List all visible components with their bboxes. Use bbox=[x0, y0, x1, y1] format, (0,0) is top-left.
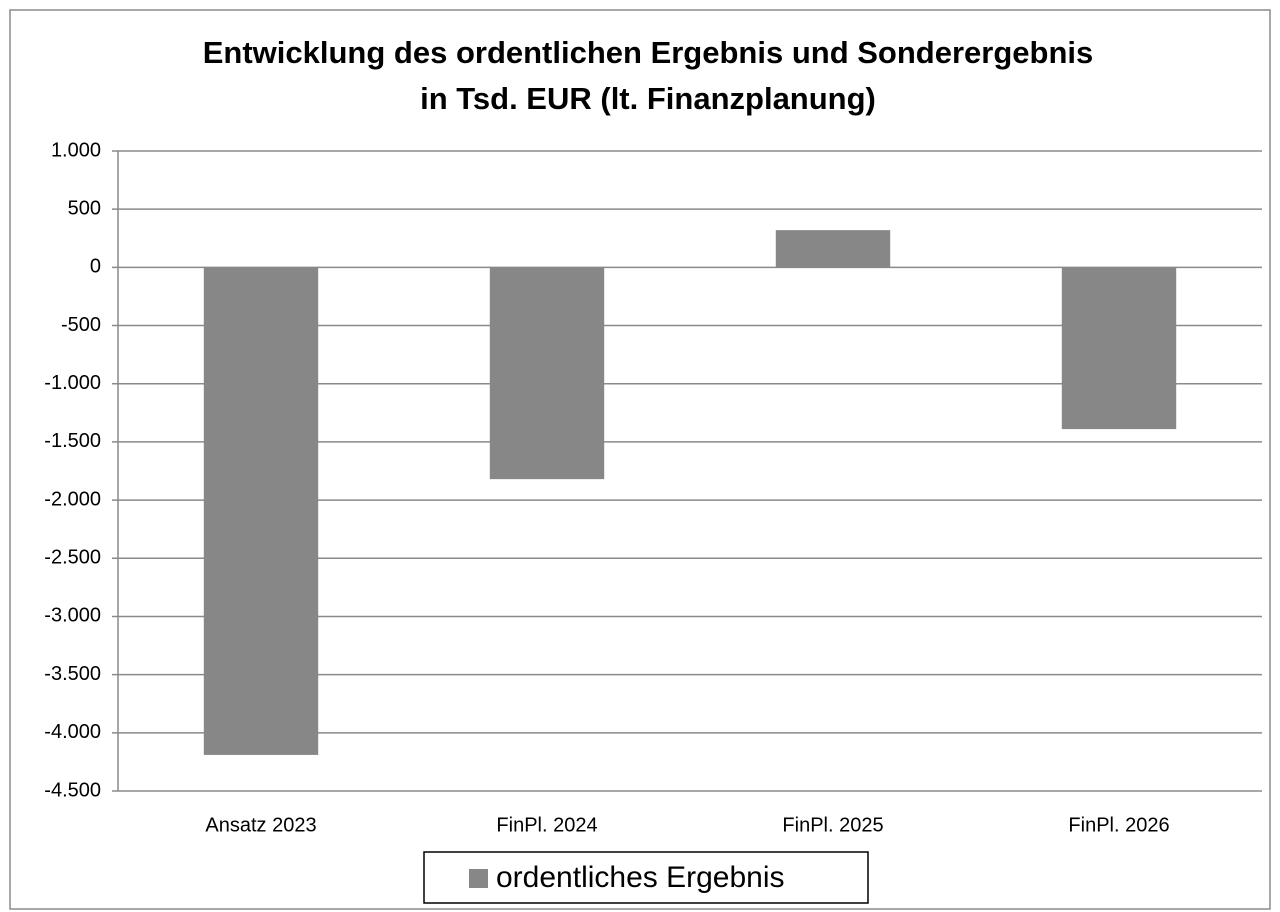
chart-title: Entwicklung des ordentlichen Ergebnis un… bbox=[203, 35, 1094, 70]
y-tick-label: -3.000 bbox=[44, 605, 101, 627]
x-tick-label: Ansatz 2023 bbox=[205, 814, 316, 836]
legend-box bbox=[423, 851, 869, 904]
chart-title: in Tsd. EUR (lt. Finanzplanung) bbox=[420, 81, 876, 116]
y-tick-label: 500 bbox=[68, 197, 101, 219]
bar bbox=[489, 267, 605, 480]
y-tick-label: -3.500 bbox=[44, 663, 101, 685]
chart-border bbox=[9, 9, 1271, 910]
y-tick-label: -2.000 bbox=[44, 488, 101, 510]
y-tick-label: -500 bbox=[61, 314, 101, 336]
x-tick-label: FinPl. 2025 bbox=[782, 814, 883, 836]
y-tick-label: 0 bbox=[90, 256, 101, 278]
legend-label: ordentliches Ergebnis bbox=[496, 861, 785, 894]
y-tick-label: -2.500 bbox=[44, 547, 101, 569]
legend-swatch bbox=[469, 869, 488, 888]
y-tick-label: 1.000 bbox=[51, 139, 101, 161]
bar bbox=[203, 267, 319, 755]
bar bbox=[775, 230, 891, 268]
y-tick-label: -1.500 bbox=[44, 430, 101, 452]
y-tick-label: -1.000 bbox=[44, 372, 101, 394]
x-tick-label: FinPl. 2026 bbox=[1068, 814, 1169, 836]
x-tick-label: FinPl. 2024 bbox=[496, 814, 597, 836]
bar bbox=[1061, 267, 1177, 430]
y-tick-label: -4.000 bbox=[44, 721, 101, 743]
y-tick-label: -4.500 bbox=[44, 779, 101, 801]
